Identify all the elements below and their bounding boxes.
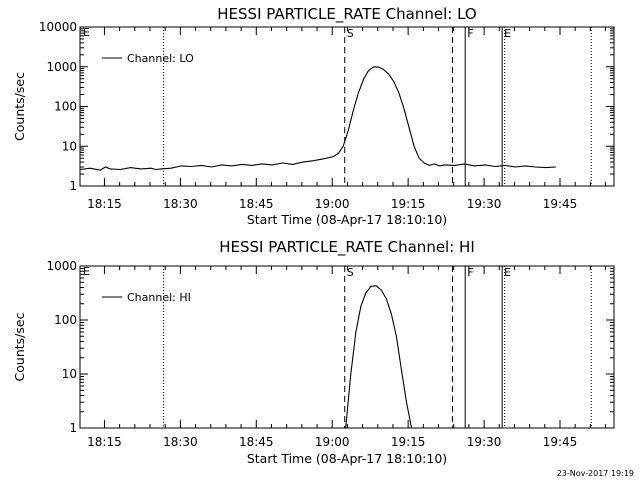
x-tick-label: 19:45 (543, 435, 578, 449)
event-marker-label: E (504, 27, 511, 40)
x-tick-label: 19:15 (391, 435, 426, 449)
x-tick-label: 18:30 (163, 197, 198, 211)
x-tick-label: 18:45 (239, 197, 274, 211)
x-tick-label: 19:15 (391, 197, 426, 211)
legend-label: Channel: HI (127, 291, 191, 304)
y-axis-label: Counts/sec (12, 72, 27, 141)
y-tick-label: 1 (69, 421, 77, 435)
event-marker-label: S (347, 27, 354, 40)
plot-timestamp: 23-Nov-2017 19:19 (556, 469, 634, 478)
x-tick-label: 19:00 (315, 197, 350, 211)
x-tick-label: 18:15 (87, 435, 122, 449)
y-tick-label: 10 (62, 139, 77, 153)
legend-label: Channel: LO (127, 52, 194, 65)
x-tick-label: 18:45 (239, 435, 274, 449)
y-tick-label: 10000 (39, 20, 77, 34)
x-tick-label: 18:30 (163, 435, 198, 449)
x-tick-label: 18:15 (87, 197, 122, 211)
corner-label: E (83, 26, 90, 39)
y-tick-label: 1000 (46, 60, 77, 74)
event-marker-label: E (504, 266, 511, 279)
chart-title: HESSI PARTICLE_RATE Channel: LO (217, 5, 476, 24)
corner-label: E (83, 265, 90, 278)
event-marker-label: F (467, 27, 473, 40)
x-tick-label: 19:00 (315, 435, 350, 449)
y-tick-label: 1000 (46, 259, 77, 273)
chart-title: HESSI PARTICLE_RATE Channel: HI (219, 238, 475, 257)
series-line (79, 66, 556, 171)
series-line (345, 285, 413, 429)
x-tick-label: 19:30 (467, 197, 502, 211)
event-marker-label: S (347, 266, 354, 279)
x-axis-label: Start Time (08-Apr-17 18:10:10) (247, 212, 447, 227)
y-tick-label: 100 (54, 313, 77, 327)
event-marker-label: F (467, 266, 473, 279)
y-tick-label: 100 (54, 100, 77, 114)
x-tick-label: 19:45 (543, 197, 578, 211)
x-tick-label: 19:30 (467, 435, 502, 449)
x-axis-label: Start Time (08-Apr-17 18:10:10) (247, 451, 447, 466)
y-tick-label: 10 (62, 367, 77, 381)
y-tick-label: 1 (69, 179, 77, 193)
plot-frame (79, 26, 615, 187)
y-axis-label: Counts/sec (12, 312, 27, 381)
